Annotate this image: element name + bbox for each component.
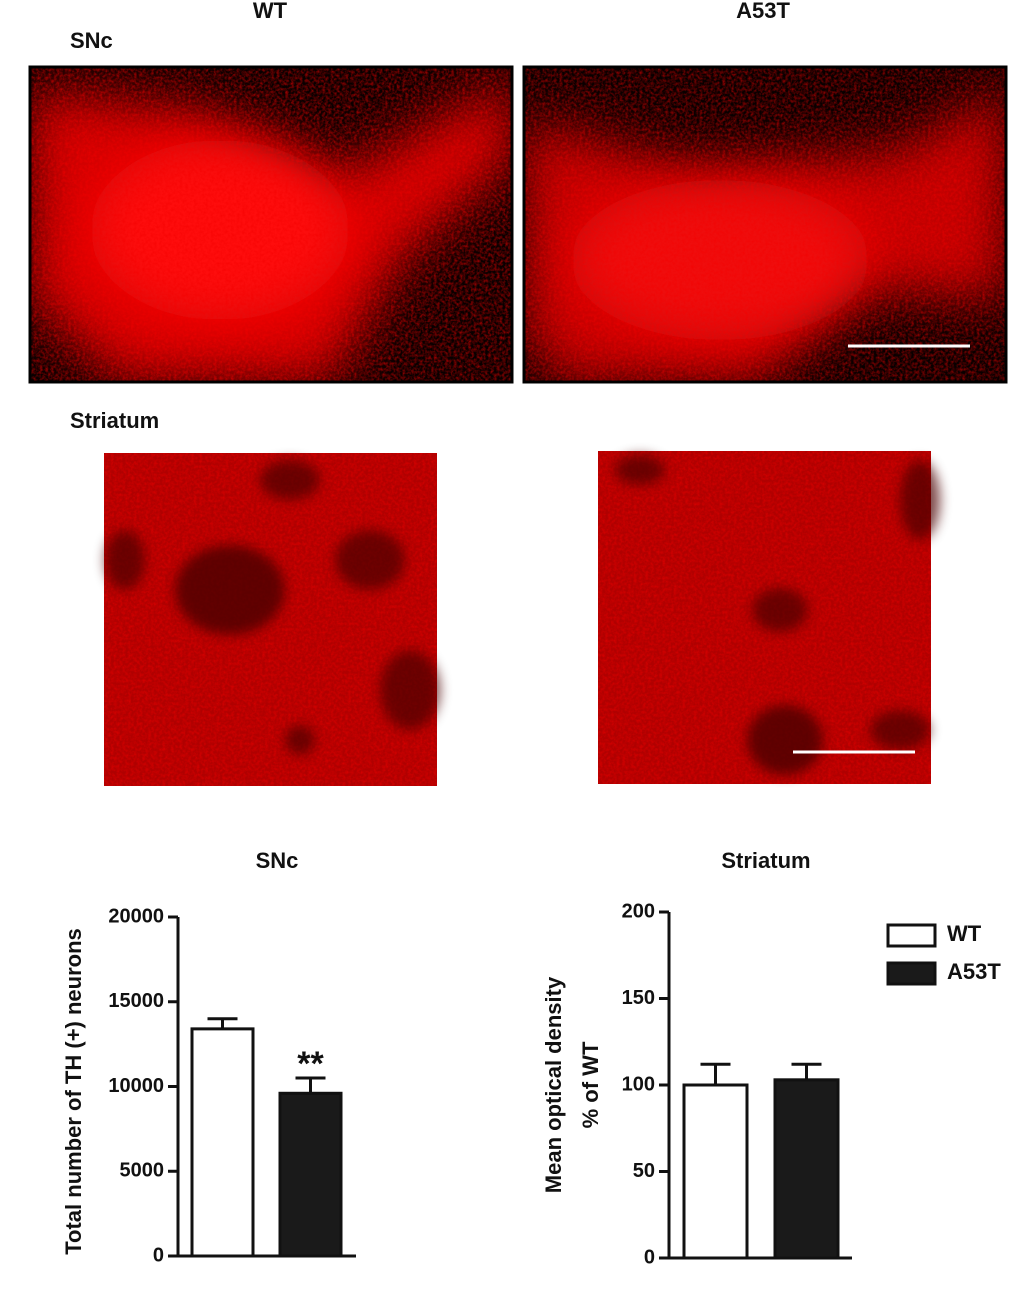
y-tick-label: 0 bbox=[644, 1246, 655, 1268]
legend-label: WT bbox=[947, 921, 982, 946]
chart-title: SNc bbox=[256, 848, 299, 873]
frame bbox=[28, 65, 514, 384]
y-tick-label: 10000 bbox=[108, 1075, 164, 1097]
y-tick-label: 0 bbox=[153, 1244, 164, 1266]
legend-swatch bbox=[886, 923, 937, 948]
bar bbox=[190, 1027, 255, 1258]
y-tick-label: 15000 bbox=[108, 990, 164, 1012]
bar bbox=[682, 1083, 749, 1260]
y-tick-label: 100 bbox=[622, 1073, 655, 1095]
chart-title: Striatum bbox=[721, 848, 810, 873]
micrograph bbox=[104, 453, 440, 786]
frame bbox=[522, 65, 1008, 384]
y-tick-label: 5000 bbox=[120, 1160, 165, 1182]
bar bbox=[278, 1091, 343, 1258]
legend-label: A53T bbox=[947, 959, 1001, 984]
legend-swatch bbox=[886, 961, 937, 986]
y-tick-label: 200 bbox=[622, 900, 655, 922]
row-label: SNc bbox=[70, 28, 113, 53]
column-label: WT bbox=[253, 0, 288, 23]
significance: ** bbox=[297, 1045, 324, 1083]
y-axis-label: Mean optical density bbox=[541, 976, 566, 1193]
y-tick-label: 20000 bbox=[108, 905, 164, 927]
micrograph bbox=[30, 67, 512, 382]
y-axis-label: Total number of TH (+) neurons bbox=[61, 928, 86, 1255]
y-tick-label: 50 bbox=[633, 1160, 655, 1182]
micrograph bbox=[598, 451, 940, 784]
column-label: A53T bbox=[736, 0, 790, 23]
row-label: Striatum bbox=[70, 408, 159, 433]
bar bbox=[773, 1078, 840, 1260]
y-axis-label: % of WT bbox=[578, 1041, 603, 1128]
micrograph bbox=[524, 67, 1006, 382]
y-tick-label: 150 bbox=[622, 987, 655, 1009]
